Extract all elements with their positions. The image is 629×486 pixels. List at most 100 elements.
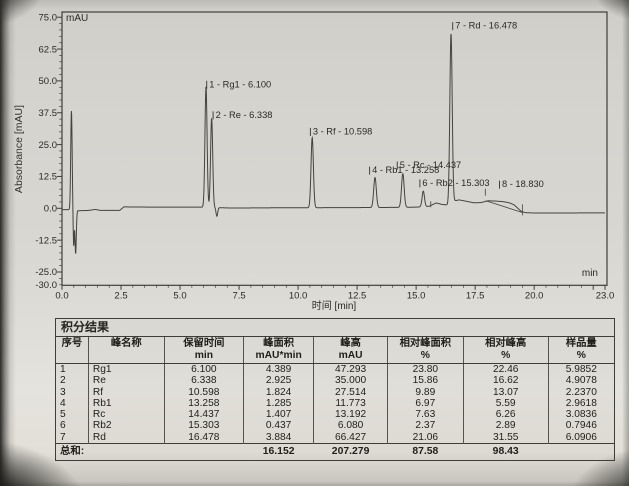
x-unit-label: min (581, 268, 598, 279)
peak-label: 4 - Rb1 - 13.258 (372, 165, 439, 175)
total-cell: 87.58 (387, 443, 464, 461)
table-cell: 5 (60, 409, 66, 421)
column-header-5: 峰高 mAU (313, 337, 388, 364)
y-tick-label: 75.0 (39, 12, 58, 23)
table-cell: 5.59 (462, 397, 549, 410)
y-tick-label: 50.0 (39, 76, 58, 87)
table-cell: 22.46 (462, 363, 549, 376)
y-tick-label: 0.0 (44, 204, 57, 215)
total-cell: 16.152 (243, 443, 314, 461)
table-row: 4 Rb1 13.258 1.285 11.773 6.97 5.59 2.9618 (56, 397, 614, 410)
table-cell: 0.437 (242, 420, 314, 432)
y-axis-title: Absorbance [mAU] (13, 104, 25, 194)
y-tick-label: 62.5 (39, 44, 58, 55)
plot-frame (61, 11, 608, 286)
table-cell: 2.9618 (547, 397, 614, 410)
x-tick-label: 7.5 (232, 291, 245, 302)
x-tick-label: 10.0 (289, 291, 308, 302)
table-cell: Re (87, 375, 165, 387)
table-cell: 7 (60, 431, 66, 443)
table-cell: 1 (60, 364, 66, 375)
table-cell: 6.100 (163, 363, 244, 376)
total-label: 总和: (56, 443, 244, 461)
table-cell: 31.55 (462, 431, 549, 444)
table-cell: 6.338 (163, 375, 244, 387)
table-cell: 6 (60, 420, 66, 432)
table-cell: 14.437 (163, 409, 244, 421)
table-cell: 2.2370 (547, 386, 614, 398)
table-row: 7 Rd 16.478 3.884 66.427 21.06 31.55 6.0906 (56, 431, 614, 444)
x-tick-label: 20.0 (525, 291, 544, 302)
x-tick-label: 0.0 (55, 291, 68, 302)
table-cell: 11.773 (313, 397, 388, 410)
y-tick-label: -30.0 (35, 280, 57, 291)
column-header-8: 样品量% (547, 337, 614, 364)
peak-label: 2 - Re - 6.338 (216, 110, 273, 120)
y-tick-label: -12.5 (35, 235, 57, 246)
table-cell: 6.26 (462, 409, 549, 421)
table-cell: 66.427 (313, 431, 388, 444)
integration-baseline (485, 200, 523, 213)
table-cell: 16.62 (462, 375, 549, 387)
table-row: 3 Rf 10.598 1.824 27.514 9.89 13.07 2.2370 (56, 386, 614, 398)
results-table: 序号 峰名称 保留时间 min 峰面积 mAU*min 峰高 mAU 相对峰面积% 相对峰高% 样品… (56, 337, 614, 461)
table-cell: 1.407 (242, 409, 314, 421)
peak-label: 3 - Rf - 10.598 (313, 126, 372, 136)
column-header-2: 峰名称 (87, 337, 165, 364)
signal-trace (61, 33, 605, 254)
peak-label: 7 - Rd - 16.478 (455, 21, 517, 31)
table-cell: Rb1 (87, 397, 165, 410)
table-cell: 47.293 (313, 363, 388, 376)
table-cell: 2 (60, 375, 66, 387)
table-cell: 27.514 (313, 386, 388, 398)
table-cell: 13.258 (163, 397, 244, 410)
table-cell: Rc (87, 409, 165, 421)
y-tick-label: 12.5 (39, 172, 58, 183)
table-cell: 10.598 (163, 386, 244, 398)
table-cell: 1.824 (242, 386, 314, 398)
results-title: 积分结果 (56, 319, 614, 337)
table-cell: 4 (60, 397, 66, 409)
table-cell: Rg1 (87, 363, 165, 376)
table-cell: 6.0906 (547, 431, 614, 444)
table-cell: 2.37 (386, 420, 464, 432)
total-row: 总和: 16.152 207.279 87.58 98.43 (56, 443, 614, 461)
table-cell: 35.000 (313, 375, 388, 387)
chromatogram-plot: 75.0 62.5 50.0 37.5 25.0 12.5 0.0 -12.5 -25.0 -30… (35, 11, 615, 302)
x-axis-title: 时间 [min] (311, 301, 357, 312)
total-cell: 98.43 (463, 443, 549, 461)
table-cell: 0.7946 (547, 420, 614, 432)
table-cell: 3 (60, 386, 66, 398)
x-tick-label: 23.0 (596, 291, 615, 302)
table-cell: 21.06 (386, 431, 464, 444)
column-header-3: 保留时间 min (163, 337, 244, 364)
column-header-6: 相对峰面积% (386, 337, 464, 364)
y-tick-label: 37.5 (39, 108, 58, 119)
table-cell: 13.07 (462, 386, 549, 398)
peak-label: 6 - Rb2 - 15.303 (422, 178, 489, 188)
peak-label: 8 - 18.830 (502, 179, 544, 189)
table-cell: Rf (87, 386, 165, 398)
table-cell: 5.9852 (547, 363, 614, 376)
table-cell: 3.884 (242, 431, 314, 444)
table-cell: 4.9078 (547, 375, 614, 387)
y-unit-label: mAU (66, 13, 89, 24)
table-cell: 7.63 (386, 409, 464, 421)
column-header-7: 相对峰高% (462, 337, 549, 364)
table-cell: 13.192 (313, 409, 388, 421)
x-tick-label: 17.5 (466, 291, 485, 302)
column-header-1: 序号 (56, 337, 89, 364)
table-cell: 2.925 (242, 375, 314, 387)
table-cell: 2.89 (462, 420, 549, 432)
table-cell: Rd (87, 431, 165, 444)
table-cell: 23.80 (386, 363, 464, 376)
header-row: 序号 峰名称 保留时间 min 峰面积 mAU*min 峰高 mAU 相对峰面积% 相对峰高% 样品… (56, 337, 614, 364)
total-cell: 207.279 (313, 443, 388, 461)
table-cell: 15.303 (163, 420, 244, 432)
x-tick-label: 15.0 (407, 291, 426, 302)
integration-results-panel: 积分结果 序号 峰名称 保留时间 min 峰面积 mAU*min 峰高 mAU 相对峰面积% 相对… (55, 318, 615, 462)
table-cell: 3.0836 (547, 409, 614, 421)
table-cell: 6.97 (386, 397, 464, 410)
x-tick-label: 12.5 (348, 291, 367, 302)
table-cell: 1.285 (242, 397, 314, 410)
